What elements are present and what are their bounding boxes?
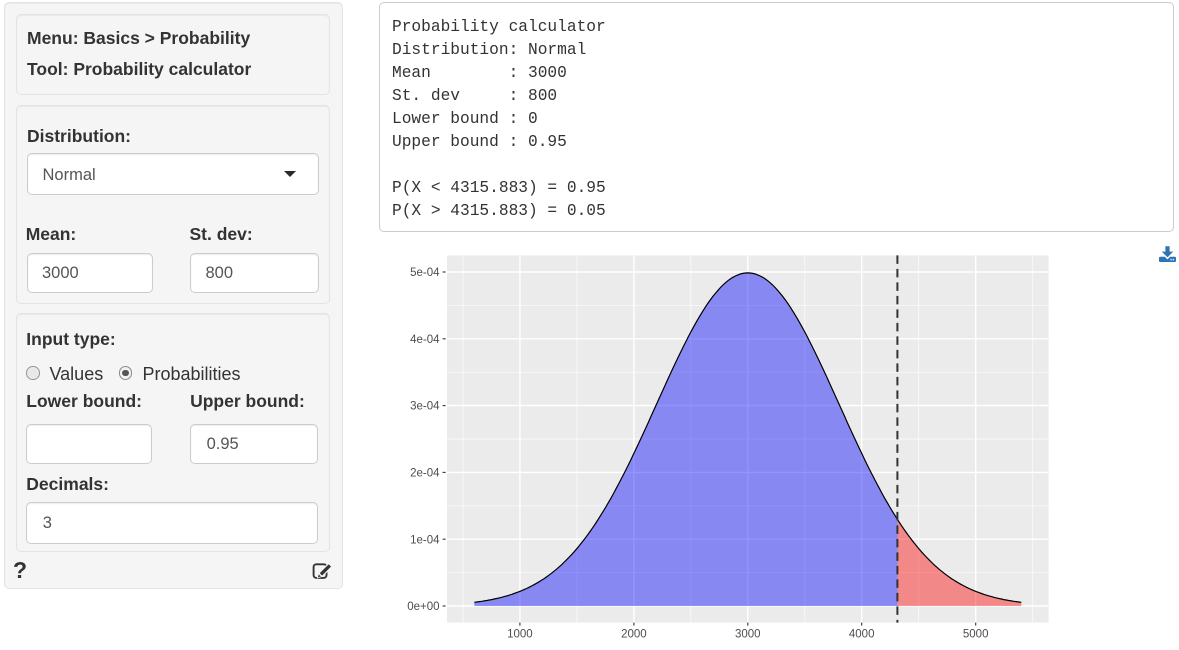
svg-text:0e+00: 0e+00: [407, 601, 439, 613]
svg-text:4000: 4000: [849, 629, 875, 641]
svg-text:5e-04: 5e-04: [410, 267, 440, 279]
svg-text:2000: 2000: [621, 629, 647, 641]
svg-text:5000: 5000: [963, 629, 989, 641]
svg-text:4e-04: 4e-04: [410, 334, 440, 346]
svg-text:1000: 1000: [507, 629, 533, 641]
svg-text:1e-04: 1e-04: [410, 534, 440, 546]
svg-text:2e-04: 2e-04: [410, 468, 440, 480]
svg-text:3000: 3000: [735, 629, 761, 641]
svg-text:3e-04: 3e-04: [410, 401, 440, 413]
